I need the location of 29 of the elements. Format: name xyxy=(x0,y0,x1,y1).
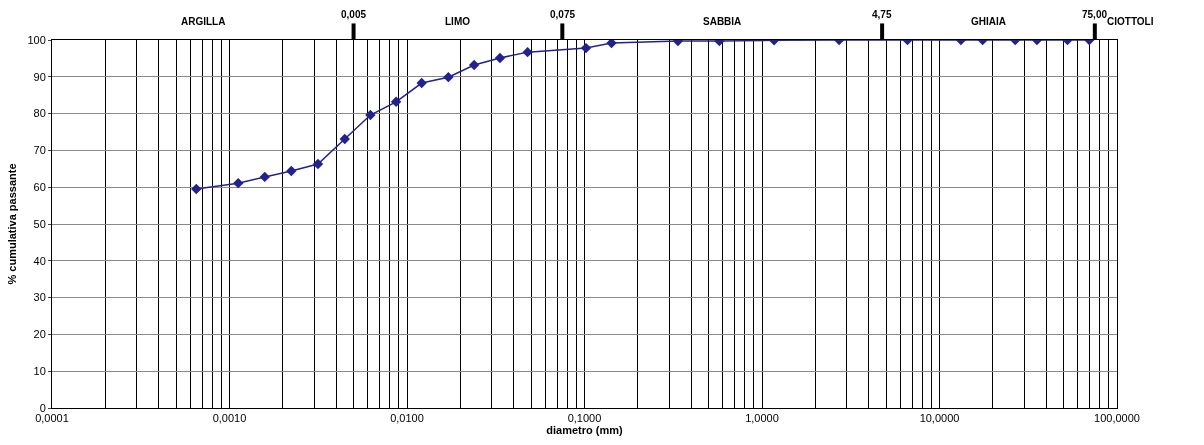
y-tick-label: 30 xyxy=(33,291,46,304)
x-tick-label: 0,0100 xyxy=(390,412,424,425)
text: SABBIA xyxy=(703,16,742,27)
x-axis-title: diametro (mm) xyxy=(546,424,624,437)
ref-line-label: 0,005 xyxy=(341,9,367,20)
ref-line-label: 75,00 xyxy=(1082,9,1108,20)
y-tick-label: 80 xyxy=(33,107,46,120)
ref-line-label: 0,075 xyxy=(550,9,576,20)
ref-line-label: 4,75 xyxy=(872,9,892,20)
x-tick-label: 10,0000 xyxy=(919,412,960,425)
y-tick-label: 20 xyxy=(33,328,46,341)
y-tick-label: 10 xyxy=(33,365,46,378)
text: LIMO xyxy=(445,16,471,27)
y-tick-label: 100 xyxy=(27,33,46,46)
y-tick-label: 0 xyxy=(39,401,46,414)
x-tick-label: 0,0010 xyxy=(212,412,247,425)
y-tick-label: 60 xyxy=(33,181,46,194)
x-tick-label: 0,1000 xyxy=(567,412,602,425)
y-tick-label: 90 xyxy=(33,70,46,83)
y-tick-label: 40 xyxy=(33,254,46,267)
text: ARGILLA xyxy=(181,16,226,27)
y-axis-title: % cumulativa passante xyxy=(6,163,19,285)
x-tick-label: 100,0000 xyxy=(1094,412,1140,425)
x-tick-label: 0,0001 xyxy=(35,412,69,425)
y-tick-label: 70 xyxy=(33,144,46,157)
text: GHIAIA xyxy=(971,16,1006,27)
x-tick-label: 1,0000 xyxy=(745,412,779,425)
y-tick-label: 50 xyxy=(33,217,46,230)
text: CIOTTOLI xyxy=(1107,16,1154,27)
